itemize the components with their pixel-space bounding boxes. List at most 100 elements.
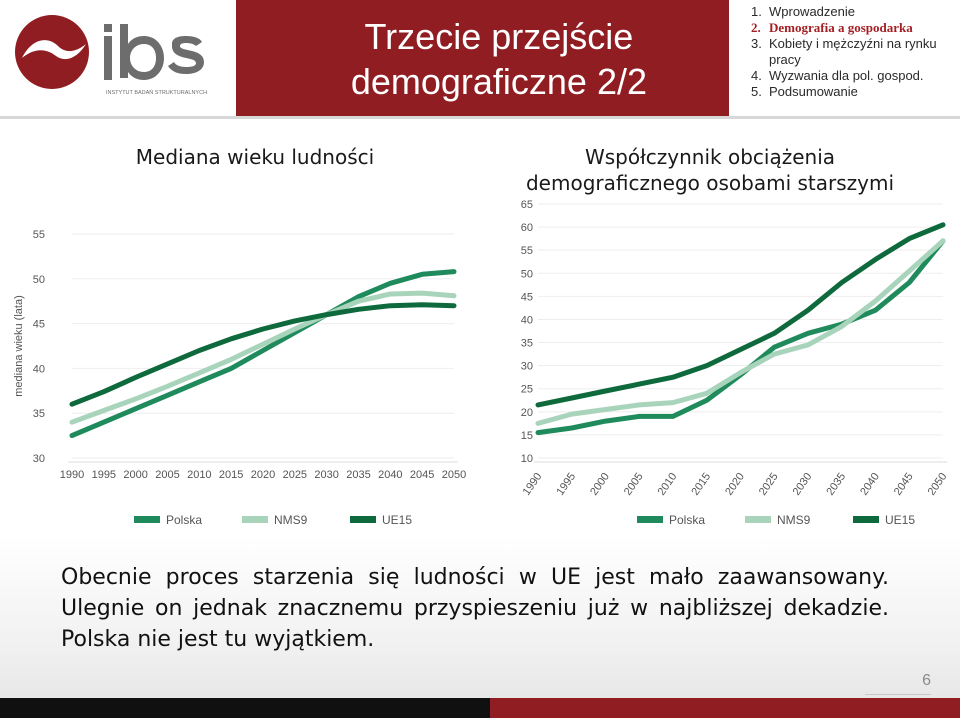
y-tick-label: 20 <box>521 407 533 419</box>
footer-accent-bar <box>490 698 960 718</box>
agenda-item-1: 1. Wprowadzenie <box>751 4 960 20</box>
y-tick-label: 40 <box>521 314 533 326</box>
y-tick-label: 50 <box>521 268 533 280</box>
y-tick-label: 40 <box>33 363 45 375</box>
x-tick-label: 2010 <box>187 469 211 481</box>
agenda-item-label: Demografia a gospodarka <box>769 20 913 35</box>
agenda-item-6: 5. Podsumowanie <box>751 84 960 100</box>
series-line-ue15 <box>69 302 457 407</box>
legend-label-nms9: NMS9 <box>777 513 811 527</box>
legend-label-nms9: NMS9 <box>274 513 308 527</box>
slide-title-line1: Trzecie przejście <box>364 16 634 57</box>
y-tick-label: 35 <box>521 338 533 350</box>
agenda-item-label: Kobiety i mężczyźni na rynku <box>769 36 937 51</box>
x-tick-label: 2045 <box>892 471 916 498</box>
chart1-title: Mediana wieku ludności <box>135 145 375 169</box>
y-tick-label: 10 <box>521 453 533 465</box>
y-tick-label: 50 <box>33 274 45 286</box>
title-banner: Trzecie przejście demograficzne 2/2 <box>236 0 729 118</box>
summary-text: Obecnie proces starzenia się ludności w … <box>61 562 889 655</box>
x-tick-label: 2005 <box>155 469 179 481</box>
x-tick-label: 2045 <box>410 469 434 481</box>
x-tick-label: 2035 <box>346 469 370 481</box>
agenda-item-number: 3. <box>751 36 762 51</box>
ibs-logo-icon: INSTYTUT BADAŃ STRUKTURALNYCH <box>15 15 207 96</box>
y-axis-label: mediana wieku (lata) <box>13 295 25 397</box>
chart1-median-age: 30 35 40 45 50 55 mediana wieku (lata) 1990 1995… <box>13 229 466 527</box>
y-tick-label: 65 <box>521 199 533 211</box>
agenda-item-label: Podsumowanie <box>769 84 858 99</box>
y-tick-label: 30 <box>33 453 45 465</box>
header-divider <box>0 116 960 119</box>
agenda-list: 1. Wprowadzenie 2. Demografia a gospodarka 3… <box>729 0 960 100</box>
logo: INSTYTUT BADAŃ STRUKTURALNYCH <box>0 0 236 118</box>
x-tick-label: 2025 <box>757 471 781 498</box>
page-number: 6 <box>865 672 931 695</box>
x-tick-label: 2050 <box>442 469 466 481</box>
agenda-item-2: 2. Demografia a gospodarka <box>751 20 960 36</box>
agenda-item-4: pracy <box>751 52 960 68</box>
agenda-item-5: 4. Wyzwania dla pol. gospod. <box>751 68 960 84</box>
summary-line-2: Ulegnie on jednak znacznemu przyspieszen… <box>61 596 889 621</box>
legend-label-ue15: UE15 <box>885 513 915 527</box>
agenda: 1. Wprowadzenie 2. Demografia a gospodarka 3… <box>729 0 960 118</box>
x-tick-label: 2040 <box>378 469 402 481</box>
x-tick-label: 2050 <box>926 471 950 498</box>
y-tick-label: 25 <box>521 384 533 396</box>
agenda-item-number: 5. <box>751 84 762 99</box>
series-line-nms9 <box>69 290 457 425</box>
series-line-ue15 <box>535 222 946 408</box>
legend-swatch-polska <box>134 516 160 523</box>
y-tick-label: 45 <box>521 291 533 303</box>
logo-subtitle: INSTYTUT BADAŃ STRUKTURALNYCH <box>106 89 207 96</box>
y-tick-label: 55 <box>521 245 533 257</box>
x-tick-label: 2000 <box>123 469 147 481</box>
agenda-item-label: Wyzwania dla pol. gospod. <box>769 68 924 83</box>
legend-label-polska: Polska <box>166 513 202 527</box>
series-line-nms9 <box>535 238 946 426</box>
x-tick-label: 2020 <box>723 471 747 498</box>
chart2-title: Współczynnik obciążenia demograficznego … <box>525 145 895 195</box>
x-tick-label: 2040 <box>858 471 882 498</box>
x-tick-label: 2020 <box>251 469 275 481</box>
x-tick-label: 2030 <box>314 469 338 481</box>
y-tick-label: 30 <box>521 361 533 373</box>
y-tick-label: 60 <box>521 222 533 234</box>
legend-swatch-nms9 <box>745 516 771 523</box>
agenda-item-number: 1. <box>751 4 762 19</box>
slide-title: Trzecie przejście demograficzne 2/2 <box>351 14 647 104</box>
legend-swatch-polska <box>637 516 663 523</box>
x-tick-label: 2010 <box>656 471 680 498</box>
y-tick-label: 45 <box>33 319 45 331</box>
summary-panel <box>0 536 960 706</box>
x-tick-label: 1990 <box>60 469 84 481</box>
legend-swatch-ue15 <box>853 516 879 523</box>
agenda-item-3: 3. Kobiety i mężczyźni na rynku <box>751 36 960 52</box>
legend-label-ue15: UE15 <box>382 513 412 527</box>
summary-line-1: Obecnie proces starzenia się ludności w … <box>61 565 889 590</box>
legend-swatch-nms9 <box>242 516 268 523</box>
x-tick-label: 2030 <box>791 471 815 498</box>
x-tick-label: 1995 <box>92 469 116 481</box>
series-line-polska <box>535 238 946 436</box>
slide-header: INSTYTUT BADAŃ STRUKTURALNYCH Trzecie pr… <box>0 0 960 119</box>
summary-line-3: Polska nie jest tu wyjątkiem. <box>61 627 375 652</box>
slide-title-line2: demograficzne 2/2 <box>350 61 647 102</box>
legend-label-polska: Polska <box>669 513 705 527</box>
x-tick-label: 1995 <box>554 471 578 498</box>
x-tick-label: 2015 <box>219 469 243 481</box>
agenda-item-number: 2. <box>751 20 761 35</box>
agenda-item-label: pracy <box>769 52 801 67</box>
y-tick-label: 35 <box>33 408 45 420</box>
x-tick-label: 2015 <box>689 471 713 498</box>
x-tick-label: 2025 <box>283 469 307 481</box>
x-tick-label: 2000 <box>588 471 612 498</box>
agenda-item-label: Wprowadzenie <box>769 4 855 19</box>
x-tick-label: 2035 <box>824 471 848 498</box>
y-tick-label: 55 <box>33 229 45 241</box>
x-tick-label: 2005 <box>622 471 646 498</box>
x-tick-label: 1990 <box>521 471 545 498</box>
y-tick-label: 15 <box>521 430 533 442</box>
agenda-item-number: 4. <box>751 68 762 83</box>
